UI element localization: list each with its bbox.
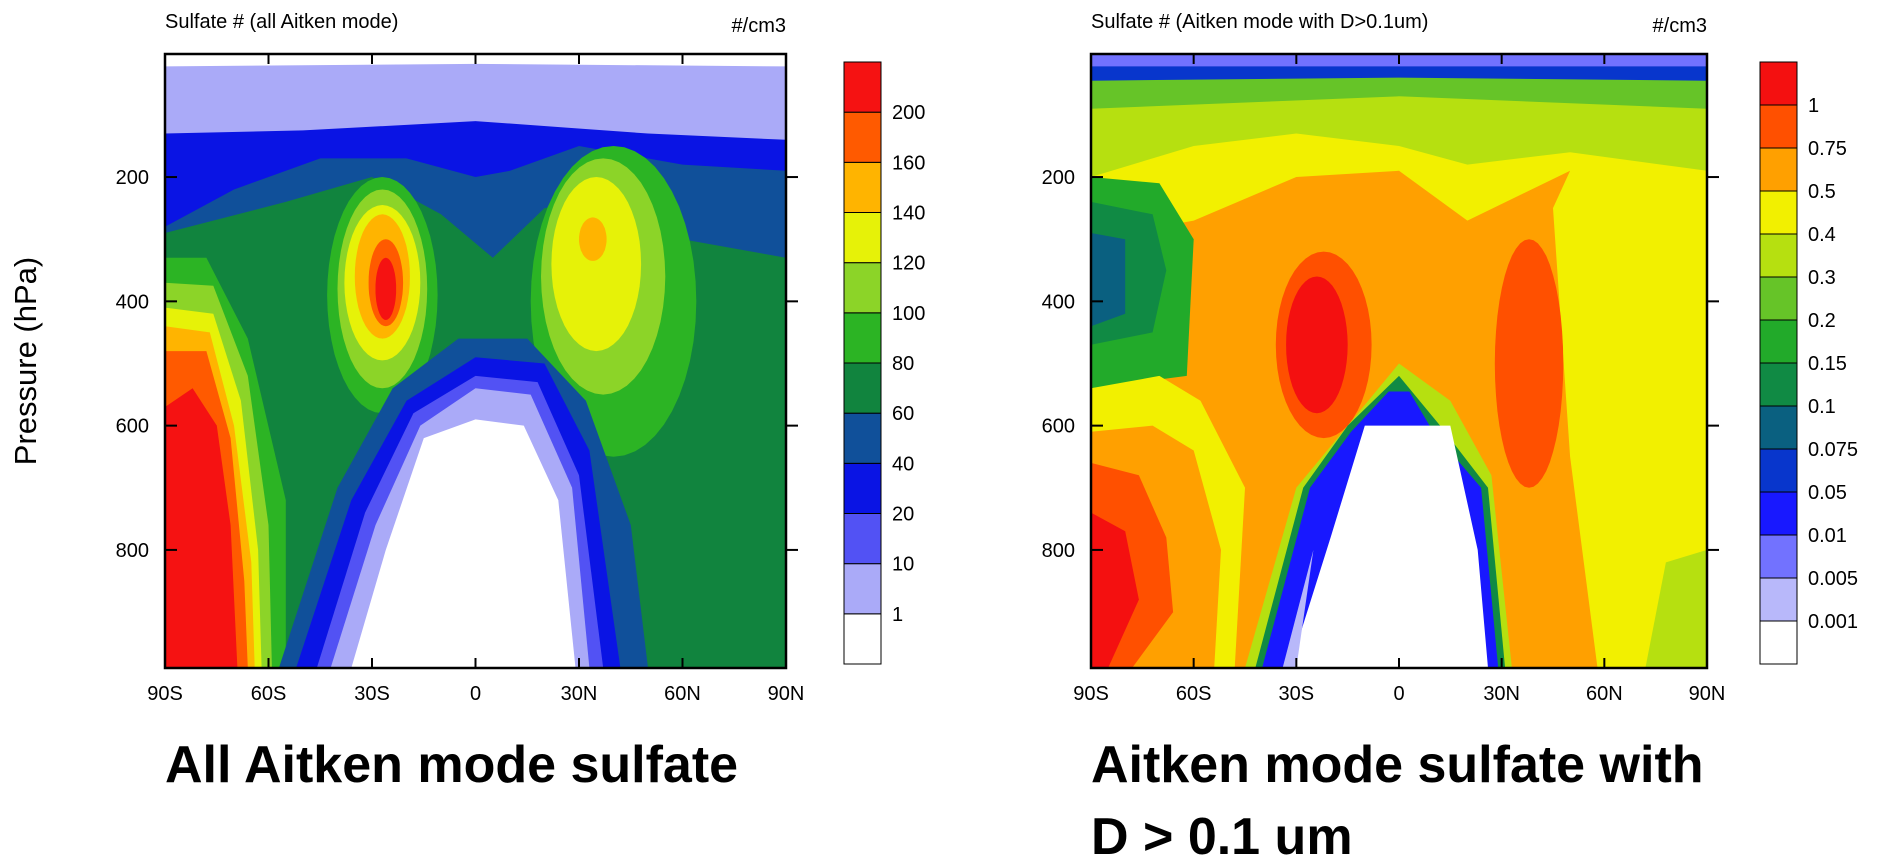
x-tick-label: 30N bbox=[1483, 683, 1520, 705]
colorbar-box bbox=[843, 61, 882, 113]
colorbar-box bbox=[843, 462, 882, 515]
colorbar-box bbox=[843, 412, 882, 464]
x-tick-label: 90N bbox=[768, 683, 805, 705]
units-label: #/cm3 bbox=[732, 15, 786, 37]
contour-region bbox=[1091, 512, 1139, 668]
y-tick-label: 400 bbox=[116, 291, 149, 313]
colorbar-label: 140 bbox=[892, 203, 925, 225]
x-tick-label: 30S bbox=[354, 683, 390, 705]
contour-field bbox=[165, 54, 786, 668]
colorbar-label: 1 bbox=[892, 604, 903, 626]
contour-region bbox=[375, 257, 397, 320]
colorbar-box bbox=[1759, 276, 1798, 321]
colorbar-box bbox=[843, 212, 882, 264]
colorbar-box bbox=[1759, 319, 1798, 364]
colorbar-label: 10 bbox=[892, 554, 914, 576]
x-tick-label: 90N bbox=[1689, 683, 1726, 705]
contour-region bbox=[1091, 233, 1126, 327]
caption: All Aitken mode sulfate bbox=[165, 736, 738, 794]
contour-region bbox=[1286, 276, 1348, 414]
colorbar-label: 0.01 bbox=[1808, 525, 1847, 547]
colorbar-label: 40 bbox=[892, 453, 914, 475]
colorbar-box bbox=[843, 161, 882, 213]
y-tick-label: 800 bbox=[116, 540, 149, 562]
contour-region bbox=[551, 177, 642, 352]
x-tick-label: 90S bbox=[1073, 683, 1109, 705]
colorbar-box bbox=[1759, 362, 1798, 407]
plot-title: Sulfate # (Aitken mode with D>0.1um) bbox=[1091, 11, 1428, 33]
contour-field bbox=[1091, 54, 1707, 668]
colorbar-box bbox=[1759, 405, 1798, 450]
x-tick-label: 0 bbox=[470, 683, 481, 705]
colorbar-label: 0.15 bbox=[1808, 353, 1847, 375]
colorbar-box bbox=[1759, 491, 1798, 536]
colorbar-label: 0.1 bbox=[1808, 396, 1836, 418]
colorbar-box bbox=[843, 362, 882, 414]
colorbar-box bbox=[1759, 190, 1798, 235]
colorbar-label: 200 bbox=[892, 102, 925, 124]
plot-title: Sulfate # (all Aitken mode) bbox=[165, 11, 398, 33]
colorbar-box bbox=[1759, 534, 1798, 579]
colorbar-box bbox=[1759, 147, 1798, 192]
colorbar-box bbox=[1759, 448, 1798, 493]
colorbar-box bbox=[843, 262, 882, 314]
colorbar-label: 0.2 bbox=[1808, 310, 1836, 332]
colorbar-box bbox=[1759, 61, 1798, 106]
colorbar-label: 0.05 bbox=[1808, 482, 1847, 504]
x-tick-label: 90S bbox=[147, 683, 183, 705]
colorbar-box bbox=[1759, 233, 1798, 278]
colorbar-label: 0.4 bbox=[1808, 224, 1836, 246]
x-tick-label: 30N bbox=[561, 683, 598, 705]
colorbar-label: 0.5 bbox=[1808, 181, 1836, 203]
colorbar-label: 100 bbox=[892, 303, 925, 325]
contour-region bbox=[165, 388, 238, 668]
x-tick-label: 60S bbox=[1176, 683, 1212, 705]
colorbar-box bbox=[1759, 620, 1798, 665]
units-label: #/cm3 bbox=[1653, 15, 1707, 37]
contour-region bbox=[1289, 425, 1488, 668]
y-tick-label: 600 bbox=[116, 416, 149, 438]
colorbar-label: 1 bbox=[1808, 95, 1819, 117]
colorbar-box bbox=[843, 312, 882, 364]
y-tick-label: 200 bbox=[1042, 167, 1075, 189]
contour-region bbox=[1494, 239, 1564, 488]
y-tick-label: 200 bbox=[116, 167, 149, 189]
caption: D > 0.1 um bbox=[1091, 808, 1353, 865]
colorbar-label: 120 bbox=[892, 253, 925, 275]
x-tick-label: 60N bbox=[1586, 683, 1623, 705]
colorbar-box bbox=[1759, 577, 1798, 622]
caption: Aitken mode sulfate with bbox=[1091, 736, 1704, 794]
colorbar-label: 160 bbox=[892, 152, 925, 174]
colorbar-box bbox=[1759, 104, 1798, 149]
colorbar-label: 0.001 bbox=[1808, 611, 1858, 633]
y-axis-label: Pressure (hPa) bbox=[8, 257, 43, 465]
colorbar-label: 20 bbox=[892, 504, 914, 526]
contour-region bbox=[165, 54, 786, 140]
y-tick-label: 600 bbox=[1042, 416, 1075, 438]
x-tick-label: 30S bbox=[1279, 683, 1315, 705]
colorbar-box bbox=[843, 513, 882, 565]
y-tick-label: 400 bbox=[1042, 291, 1075, 313]
colorbar-box bbox=[843, 563, 882, 615]
x-tick-label: 60S bbox=[251, 683, 287, 705]
contour-region bbox=[1282, 549, 1314, 668]
colorbar-label: 80 bbox=[892, 353, 914, 375]
colorbar-box bbox=[843, 111, 882, 163]
colorbar-label: 60 bbox=[892, 403, 914, 425]
contour-region bbox=[351, 419, 576, 668]
colorbar-box bbox=[843, 613, 882, 665]
contour-region bbox=[579, 217, 607, 261]
x-tick-label: 60N bbox=[664, 683, 701, 705]
colorbar-label: 0.005 bbox=[1808, 568, 1858, 590]
x-tick-label: 0 bbox=[1393, 683, 1404, 705]
y-tick-label: 800 bbox=[1042, 540, 1075, 562]
colorbar-label: 0.75 bbox=[1808, 138, 1847, 160]
contour-region bbox=[1645, 549, 1707, 668]
colorbar-label: 0.075 bbox=[1808, 439, 1858, 461]
colorbar-label: 0.3 bbox=[1808, 267, 1836, 289]
contour-region bbox=[1091, 54, 1707, 668]
